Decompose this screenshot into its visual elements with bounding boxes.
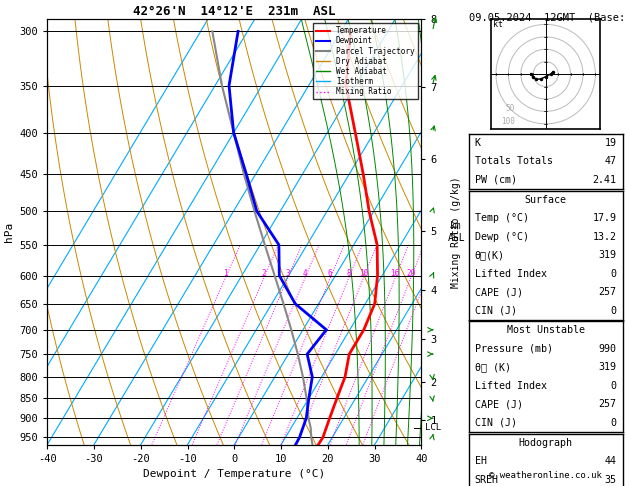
Text: 19: 19 bbox=[604, 138, 616, 148]
Text: 990: 990 bbox=[599, 344, 616, 354]
Text: 3: 3 bbox=[285, 269, 290, 278]
Text: 09.05.2024  12GMT  (Base: 06): 09.05.2024 12GMT (Base: 06) bbox=[469, 12, 629, 22]
Text: 20: 20 bbox=[406, 269, 415, 278]
Text: 257: 257 bbox=[599, 399, 616, 409]
Text: θᴄ (K): θᴄ (K) bbox=[475, 363, 511, 372]
Text: PW (cm): PW (cm) bbox=[475, 175, 517, 185]
Text: Totals Totals: Totals Totals bbox=[475, 156, 553, 166]
Text: CIN (J): CIN (J) bbox=[475, 418, 517, 428]
Text: 319: 319 bbox=[599, 363, 616, 372]
Text: 13.2: 13.2 bbox=[593, 232, 616, 242]
Text: 1: 1 bbox=[223, 269, 228, 278]
Text: θᴄ(K): θᴄ(K) bbox=[475, 250, 504, 260]
Text: © weatheronline.co.uk: © weatheronline.co.uk bbox=[489, 471, 602, 480]
Text: Pressure (mb): Pressure (mb) bbox=[475, 344, 553, 354]
Text: 50: 50 bbox=[506, 104, 515, 113]
Text: 0: 0 bbox=[611, 269, 616, 278]
Text: 6: 6 bbox=[328, 269, 332, 278]
Text: SREH: SREH bbox=[475, 475, 499, 485]
Text: 47: 47 bbox=[604, 156, 616, 166]
Text: Dewp (°C): Dewp (°C) bbox=[475, 232, 529, 242]
Title: 42°26'N  14°12'E  231m  ASL: 42°26'N 14°12'E 231m ASL bbox=[133, 5, 335, 18]
Text: 8: 8 bbox=[347, 269, 351, 278]
Text: 35: 35 bbox=[604, 475, 616, 485]
Text: Lifted Index: Lifted Index bbox=[475, 269, 547, 278]
Text: Lifted Index: Lifted Index bbox=[475, 381, 547, 391]
Text: 17.9: 17.9 bbox=[593, 213, 616, 223]
Text: 319: 319 bbox=[599, 250, 616, 260]
Text: Most Unstable: Most Unstable bbox=[506, 326, 585, 335]
Text: kt: kt bbox=[494, 20, 503, 29]
Y-axis label: km
ASL: km ASL bbox=[447, 221, 465, 243]
Text: LCL: LCL bbox=[425, 423, 442, 433]
Text: CIN (J): CIN (J) bbox=[475, 306, 517, 315]
Text: EH: EH bbox=[475, 456, 487, 466]
Text: 2: 2 bbox=[262, 269, 266, 278]
Text: Hodograph: Hodograph bbox=[519, 438, 572, 448]
Text: 16: 16 bbox=[391, 269, 399, 278]
Text: 0: 0 bbox=[611, 381, 616, 391]
Text: 257: 257 bbox=[599, 287, 616, 297]
Text: K: K bbox=[475, 138, 481, 148]
Text: 10: 10 bbox=[359, 269, 368, 278]
Text: Temp (°C): Temp (°C) bbox=[475, 213, 529, 223]
X-axis label: Dewpoint / Temperature (°C): Dewpoint / Temperature (°C) bbox=[143, 469, 325, 479]
Text: Surface: Surface bbox=[525, 195, 567, 205]
Text: CAPE (J): CAPE (J) bbox=[475, 287, 523, 297]
Text: 2.41: 2.41 bbox=[593, 175, 616, 185]
Text: Mixing Ratio (g/kg): Mixing Ratio (g/kg) bbox=[451, 176, 461, 288]
Text: 0: 0 bbox=[611, 418, 616, 428]
Text: 100: 100 bbox=[501, 117, 515, 126]
Text: 4: 4 bbox=[303, 269, 307, 278]
Text: 44: 44 bbox=[604, 456, 616, 466]
Text: CAPE (J): CAPE (J) bbox=[475, 399, 523, 409]
Y-axis label: hPa: hPa bbox=[4, 222, 14, 242]
Text: 0: 0 bbox=[611, 306, 616, 315]
Legend: Temperature, Dewpoint, Parcel Trajectory, Dry Adiabat, Wet Adiabat, Isotherm, Mi: Temperature, Dewpoint, Parcel Trajectory… bbox=[313, 23, 418, 99]
